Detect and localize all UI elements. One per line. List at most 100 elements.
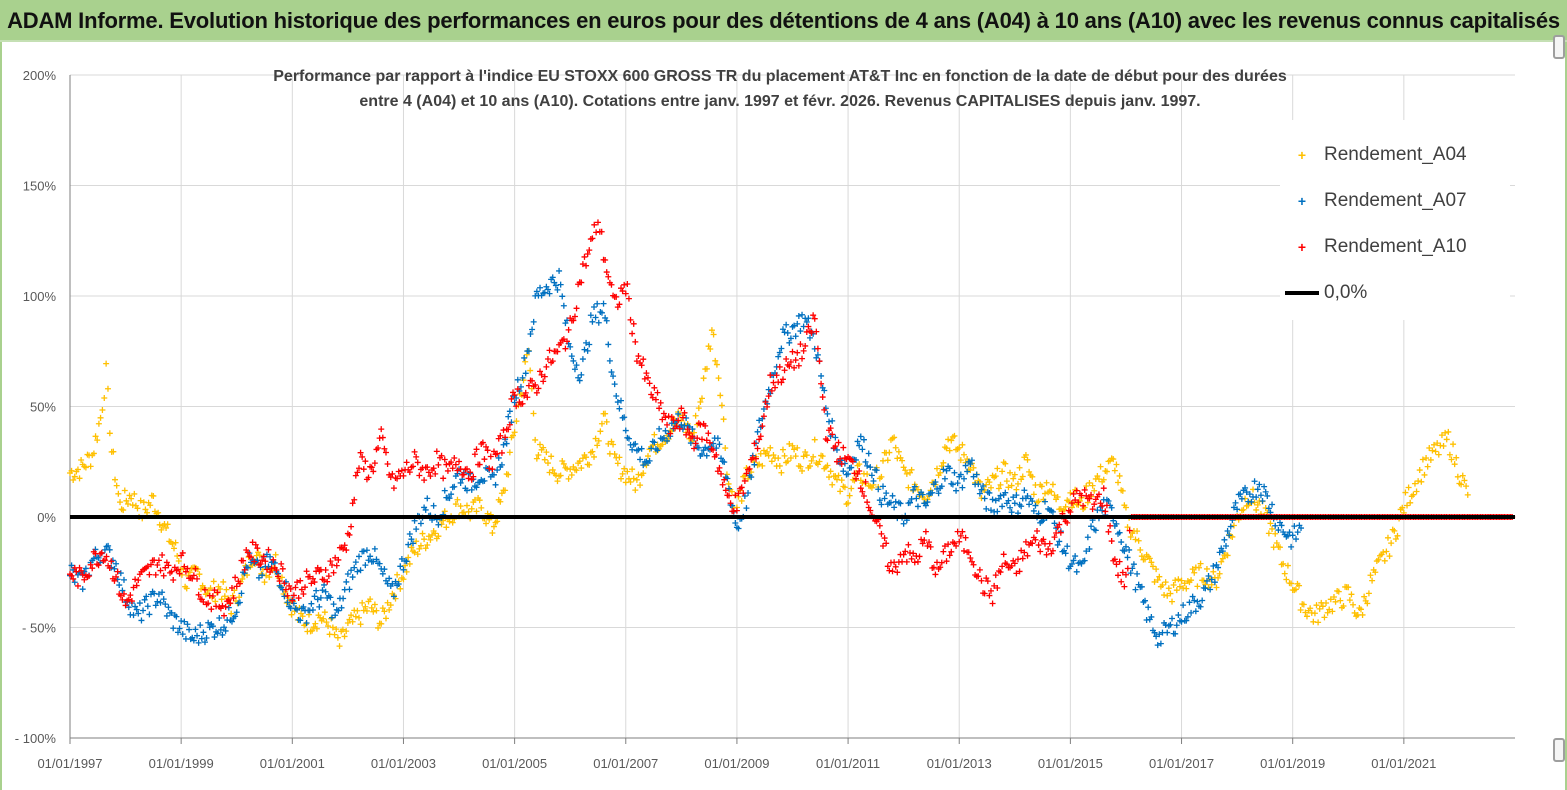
- series-1-point: [405, 554, 412, 561]
- series-3-point: [594, 219, 601, 226]
- series-2-point: [867, 464, 874, 471]
- series-1-point: [1151, 578, 1158, 585]
- series-1-point: [1332, 598, 1339, 605]
- series-3-point: [81, 576, 88, 583]
- series-3-point: [130, 584, 137, 591]
- series-3-point: [967, 555, 974, 562]
- series-1-point: [1324, 609, 1331, 616]
- series-1-point: [348, 612, 355, 619]
- series-1-point: [957, 457, 964, 464]
- series-1-point: [183, 585, 190, 592]
- series-1-point: [171, 545, 178, 552]
- series-1-point: [1189, 566, 1196, 573]
- series-2-point: [81, 568, 88, 575]
- series-3-point: [502, 434, 509, 441]
- series-1-point: [101, 395, 108, 402]
- series-3-point: [1073, 487, 1080, 494]
- series-1-point: [346, 616, 353, 623]
- series-3-point: [201, 586, 208, 593]
- series-3-point: [924, 542, 931, 549]
- series-3-point: [824, 437, 831, 444]
- series-3-point: [638, 362, 645, 369]
- series-2-point: [824, 410, 831, 417]
- series-2-point: [1242, 484, 1249, 491]
- series-2-point: [1294, 529, 1301, 536]
- series-2-point: [381, 566, 388, 573]
- series-1-point: [370, 608, 377, 615]
- series-2-point: [1086, 545, 1093, 552]
- series-2-point: [714, 435, 721, 442]
- resize-handle-icon[interactable]: [1553, 738, 1565, 762]
- series-1-point: [707, 345, 714, 352]
- series-1-point: [449, 519, 456, 526]
- series-1-point: [1224, 552, 1231, 559]
- series-1-point: [1215, 574, 1222, 581]
- series-2-point: [1167, 621, 1174, 628]
- series-2-point: [857, 433, 864, 440]
- series-1-point: [278, 574, 285, 581]
- series-3-point: [362, 458, 369, 465]
- y-tick-label: 50%: [30, 400, 56, 415]
- series-2-point: [546, 290, 553, 297]
- series-3-point: [810, 312, 817, 319]
- series-1-point: [1296, 582, 1303, 589]
- series-3-point: [759, 423, 766, 430]
- series-1-point: [1094, 472, 1101, 479]
- series-1-point: [1375, 556, 1382, 563]
- series-2-point: [646, 457, 653, 464]
- series-3-point: [786, 363, 793, 370]
- legend-item-a10: + Rendement_A10: [1280, 236, 1467, 258]
- chart-legend: + Rendement_A04 + Rendement_A07 + Rendem…: [1280, 120, 1510, 320]
- series-3-point: [1100, 485, 1107, 492]
- series-1-point: [1149, 563, 1156, 570]
- series-1-point: [1365, 590, 1372, 597]
- series-3-point: [578, 279, 585, 286]
- series-1-point: [352, 613, 359, 620]
- series-3-point: [1045, 546, 1052, 553]
- series-1-point: [544, 460, 551, 467]
- series-1-point: [1302, 609, 1309, 616]
- series-2-point: [656, 425, 663, 432]
- series-3-point: [862, 478, 869, 485]
- series-1-point: [343, 628, 350, 635]
- series-3-point: [984, 578, 991, 585]
- series-2-point: [329, 614, 336, 621]
- series-1-point: [1116, 472, 1123, 479]
- series-3-point: [230, 595, 237, 602]
- series-1-point: [710, 331, 717, 338]
- series-3-point: [698, 436, 705, 443]
- series-2-point: [424, 495, 431, 502]
- series-1-point: [1002, 460, 1009, 467]
- series-2-point: [1211, 579, 1218, 586]
- series-3-point: [195, 591, 202, 598]
- series-3-point: [260, 553, 267, 560]
- resize-handle-icon[interactable]: [1553, 35, 1565, 59]
- series-1-point: [373, 607, 380, 614]
- series-3-point: [398, 467, 405, 474]
- series-3-point: [425, 469, 432, 476]
- series-2-point: [168, 609, 175, 616]
- series-2-point: [311, 593, 318, 600]
- series-3-point: [738, 484, 745, 491]
- series-1-point: [95, 420, 102, 427]
- series-3-point: [194, 575, 201, 582]
- series-3-point: [832, 443, 839, 450]
- series-2-point: [1197, 603, 1204, 610]
- series-1-point: [421, 536, 428, 543]
- legend-item-a04: + Rendement_A04: [1280, 144, 1467, 166]
- series-3-point: [546, 347, 553, 354]
- series-1-point: [362, 603, 369, 610]
- series-3-point: [987, 587, 994, 594]
- series-2-point: [90, 555, 97, 562]
- series-1-point: [113, 482, 120, 489]
- series-2-point: [983, 505, 990, 512]
- series-3-point: [675, 417, 682, 424]
- series-3-point: [957, 532, 964, 539]
- series-1-point: [210, 578, 217, 585]
- series-3-point: [646, 380, 653, 387]
- series-1-point: [1399, 504, 1406, 511]
- series-2-point: [795, 312, 802, 319]
- series-3-point: [662, 414, 669, 421]
- series-3-point: [248, 554, 255, 561]
- series-3-point: [409, 463, 416, 470]
